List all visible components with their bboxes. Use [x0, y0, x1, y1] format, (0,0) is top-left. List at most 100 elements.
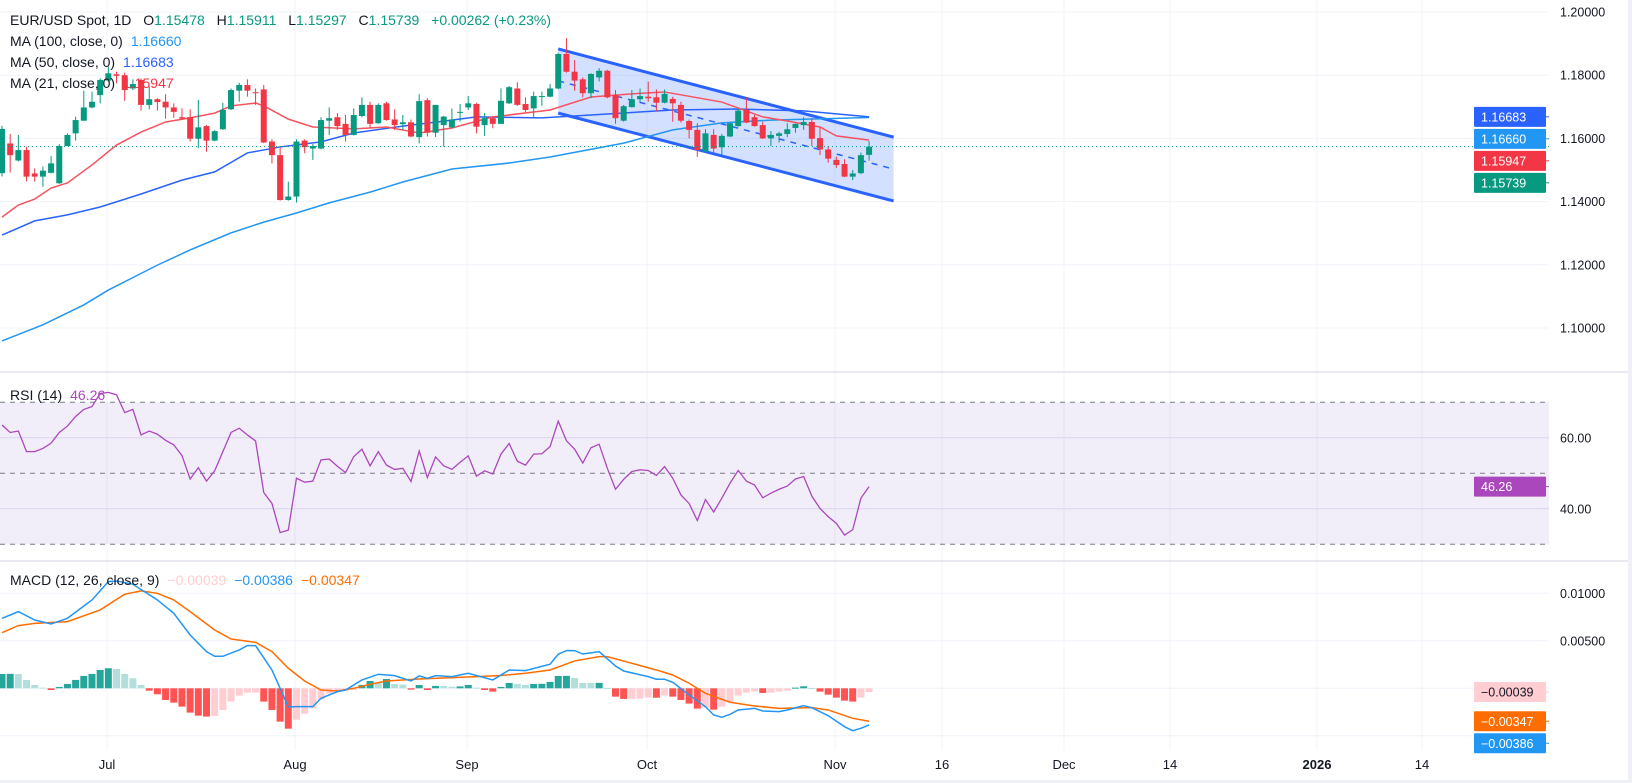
macd-signal-tag: −0.00347 — [1474, 711, 1549, 732]
candle-body — [776, 133, 783, 136]
ma50-price-tag: 1.16683 — [1474, 106, 1549, 127]
candle — [759, 121, 766, 140]
candle-body — [489, 118, 496, 124]
macd-histogram-bar — [841, 688, 849, 701]
candle — [228, 88, 235, 110]
macd-legend[interactable]: MACD (12, 26, close, 9) −0.00039 −0.00386−… — [10, 570, 360, 590]
macd-histogram-bar — [14, 674, 22, 689]
candle-body — [121, 75, 128, 91]
high-value: 1.15911 — [226, 12, 277, 28]
price-axis-tick: 1.20000 — [1560, 6, 1605, 20]
candle-body — [178, 117, 185, 119]
candle — [350, 108, 357, 136]
bottom-border — [0, 780, 1632, 783]
macd-histogram-bar — [677, 688, 685, 700]
macd-histogram-bar — [636, 688, 644, 699]
candle-body — [751, 117, 758, 127]
candle — [727, 122, 734, 138]
candle — [64, 133, 71, 146]
candle-body — [457, 111, 464, 113]
channel-upper-line[interactable] — [557, 47, 895, 139]
candle-body — [162, 101, 169, 108]
macd-histogram-bar — [620, 688, 628, 699]
open-value: 1.15478 — [154, 12, 205, 28]
candle-body — [563, 54, 570, 72]
candle-body — [686, 121, 693, 130]
ma21-legend[interactable]: MA (21, close, 0) 1.15947 — [10, 73, 174, 93]
candle-body — [538, 96, 545, 98]
price-axis-tick: 1.14000 — [1560, 195, 1605, 209]
macd-histogram-bar — [80, 675, 88, 689]
candle-body — [481, 118, 488, 126]
candle — [121, 72, 128, 101]
macd-histogram-bar — [333, 688, 341, 692]
open-label: O — [143, 12, 155, 28]
macd-histogram-bar — [268, 688, 276, 710]
candle — [440, 115, 447, 147]
candle-body — [375, 104, 382, 124]
ma50-legend[interactable]: MA (50, close, 0) 1.16683 — [10, 52, 174, 72]
price-axis-tick: 1.16000 — [1560, 132, 1605, 146]
macd-histogram-bar — [710, 688, 718, 710]
macd-histogram-bar — [489, 688, 497, 692]
macd-histogram-bar — [440, 686, 448, 689]
macd-line-tag-bg — [1474, 733, 1546, 754]
macd-hist-value: −0.00039 — [167, 572, 227, 588]
macd-histogram-bar — [464, 684, 472, 689]
macd-histogram-bar — [513, 683, 521, 689]
symbol-legend[interactable]: EUR/USD Spot, 1D O1.15478 H1.15911 L1.15… — [10, 10, 551, 30]
candle — [514, 82, 521, 106]
rsi-legend[interactable]: RSI (14) 46.26 — [10, 385, 105, 405]
parallel-channel-drawing[interactable] — [557, 47, 895, 203]
time-axis-label: 14 — [1163, 757, 1177, 772]
macd-histogram-bar — [546, 681, 554, 689]
channel-middle-line[interactable] — [558, 80, 894, 170]
candle-body — [416, 101, 423, 138]
candle — [522, 97, 529, 112]
rsi-band-lines — [0, 401, 1549, 545]
price-axis-tick: 1.12000 — [1560, 258, 1605, 272]
candle-body — [105, 73, 112, 81]
candle — [604, 69, 611, 99]
ma21-price-tag-bg — [1474, 150, 1546, 171]
macd-histogram-bar — [391, 683, 399, 689]
rsi-line — [1, 391, 870, 536]
candle — [473, 102, 480, 134]
candle-body — [440, 116, 447, 126]
macd-histogram-bar — [832, 688, 840, 698]
macd-histogram-bar — [693, 688, 701, 709]
candle-body — [64, 134, 71, 146]
candle — [318, 117, 325, 150]
candle — [146, 86, 153, 110]
candle-body — [129, 84, 136, 89]
macd-histogram-bar — [742, 688, 750, 693]
ma100-legend[interactable]: MA (100, close, 0) 1.16660 — [10, 31, 181, 51]
last-price-tag: 1.15739 — [1474, 172, 1549, 193]
macd-histogram-bar — [767, 688, 775, 693]
last-price-tag-bg — [1474, 172, 1546, 193]
candle — [178, 108, 185, 121]
macd-histogram-bar — [661, 688, 669, 696]
change-value: +0.00262 (+0.23%) — [431, 12, 552, 28]
candle — [743, 97, 750, 124]
macd-histogram-bar — [162, 688, 170, 700]
rsi-axis-tick: 60.00 — [1560, 431, 1591, 445]
macd-histogram-bar — [734, 688, 742, 696]
macd-histogram-bar — [350, 688, 358, 691]
candle — [342, 115, 349, 142]
candle-body — [579, 79, 586, 94]
candle — [138, 78, 145, 111]
channel-lower-line[interactable] — [557, 111, 895, 203]
macd-histogram-bar — [456, 686, 464, 689]
candle-body — [399, 122, 406, 125]
candle — [72, 116, 79, 141]
candle — [432, 104, 439, 138]
macd-histogram-bar — [824, 688, 832, 695]
macd-histogram-bar — [382, 678, 390, 689]
macd-histogram-bar — [432, 685, 440, 689]
candle — [23, 146, 30, 182]
candle-body — [391, 119, 398, 126]
candle-body — [817, 138, 823, 150]
